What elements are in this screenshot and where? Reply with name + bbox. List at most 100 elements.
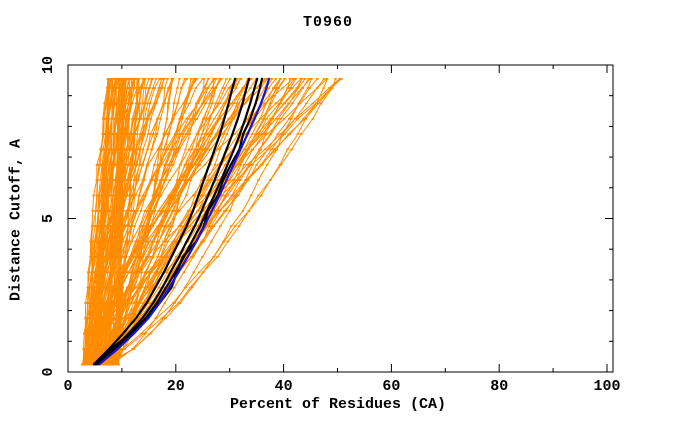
sample-dot (267, 148, 270, 151)
sample-dot (125, 210, 128, 212)
sample-dot (168, 210, 171, 212)
sample-dot (145, 117, 148, 120)
sample-dot (118, 240, 121, 243)
sample-dot (117, 256, 121, 258)
sample-dot (215, 148, 218, 151)
sample-dot (257, 133, 261, 135)
sample-dot (94, 210, 97, 212)
sample-dot (142, 87, 146, 89)
sample-dot (137, 78, 140, 80)
sample-dot (201, 78, 204, 80)
sample-dot (84, 332, 88, 335)
sample-dot (182, 102, 185, 105)
sample-dot (107, 225, 110, 227)
sample-dot (121, 348, 124, 350)
sample-dot (228, 117, 231, 120)
sample-dot (288, 117, 291, 120)
sample-dot (316, 87, 319, 89)
sample-dot (278, 102, 281, 105)
sample-dot (283, 78, 286, 80)
sample-dot (149, 133, 152, 135)
sample-dot (123, 332, 127, 335)
sample-dot (99, 148, 102, 151)
sample-dot (106, 87, 110, 89)
sample-dot (155, 271, 159, 274)
sample-dot (87, 286, 91, 289)
sample-dot (210, 87, 214, 89)
sample-dot (166, 102, 169, 105)
sample-dot (225, 194, 228, 197)
sample-dot (223, 87, 227, 89)
sample-dot (251, 148, 255, 151)
sample-dot (87, 332, 90, 335)
sample-dot (177, 179, 181, 181)
sample-dot (263, 87, 266, 89)
sample-dot (111, 163, 115, 166)
sample-dot (127, 240, 131, 243)
sample-dot (114, 256, 117, 258)
sample-dot (169, 163, 172, 166)
sample-dot (206, 148, 209, 151)
sample-dot (109, 210, 113, 212)
sample-dot (296, 87, 300, 89)
sample-dot (91, 302, 94, 304)
sample-dot (171, 148, 174, 151)
sample-dot (208, 102, 211, 105)
orange-model-curve (94, 78, 111, 365)
sample-dot (125, 240, 128, 243)
sample-dot (203, 148, 207, 151)
sample-dot (106, 102, 109, 105)
sample-dot (247, 210, 251, 212)
sample-dot (226, 148, 230, 151)
sample-dot (119, 348, 122, 350)
sample-dot (109, 148, 112, 151)
sample-dot (97, 348, 101, 350)
sample-dot (322, 78, 326, 80)
sample-dot (145, 240, 148, 243)
sample-dot (102, 179, 105, 181)
sample-dot (307, 78, 310, 80)
sample-dot (175, 133, 178, 135)
sample-dot (102, 363, 105, 366)
sample-dot (121, 148, 125, 151)
sample-dot (129, 102, 133, 105)
sample-dot (164, 225, 167, 227)
sample-dot (139, 148, 142, 151)
sample-dot (161, 225, 164, 227)
sample-dot (171, 78, 174, 80)
sample-dot (114, 332, 118, 335)
sample-dot (282, 102, 285, 105)
sample-dot (251, 163, 254, 166)
sample-dot (274, 78, 277, 80)
sample-dot (212, 256, 216, 258)
sample-dot (268, 102, 272, 105)
sample-dot (128, 87, 131, 89)
sample-dot (131, 271, 134, 274)
sample-dot (311, 117, 315, 120)
sample-dot (82, 348, 85, 350)
sample-dot (127, 117, 130, 120)
sample-dot (136, 133, 139, 135)
sample-dot (290, 148, 293, 151)
sample-dot (180, 87, 183, 89)
sample-dot (190, 148, 193, 151)
sample-dot (95, 240, 98, 243)
sample-dot (175, 240, 178, 243)
x-tick-label: 80 (490, 378, 508, 395)
sample-dot (213, 163, 217, 166)
sample-dot (140, 87, 143, 89)
sample-dot (103, 163, 106, 166)
sample-dot (172, 240, 176, 243)
sample-dot (188, 133, 191, 135)
sample-dot (162, 102, 166, 105)
sample-dot (103, 210, 107, 212)
sample-dot (112, 117, 115, 120)
sample-dot (93, 271, 96, 274)
sample-dot (206, 225, 209, 227)
sample-dot (177, 148, 180, 151)
sample-dot (86, 302, 90, 304)
sample-dot (101, 348, 104, 350)
sample-dot (159, 87, 162, 89)
sample-dot (179, 302, 182, 304)
sample-dot (106, 194, 110, 197)
